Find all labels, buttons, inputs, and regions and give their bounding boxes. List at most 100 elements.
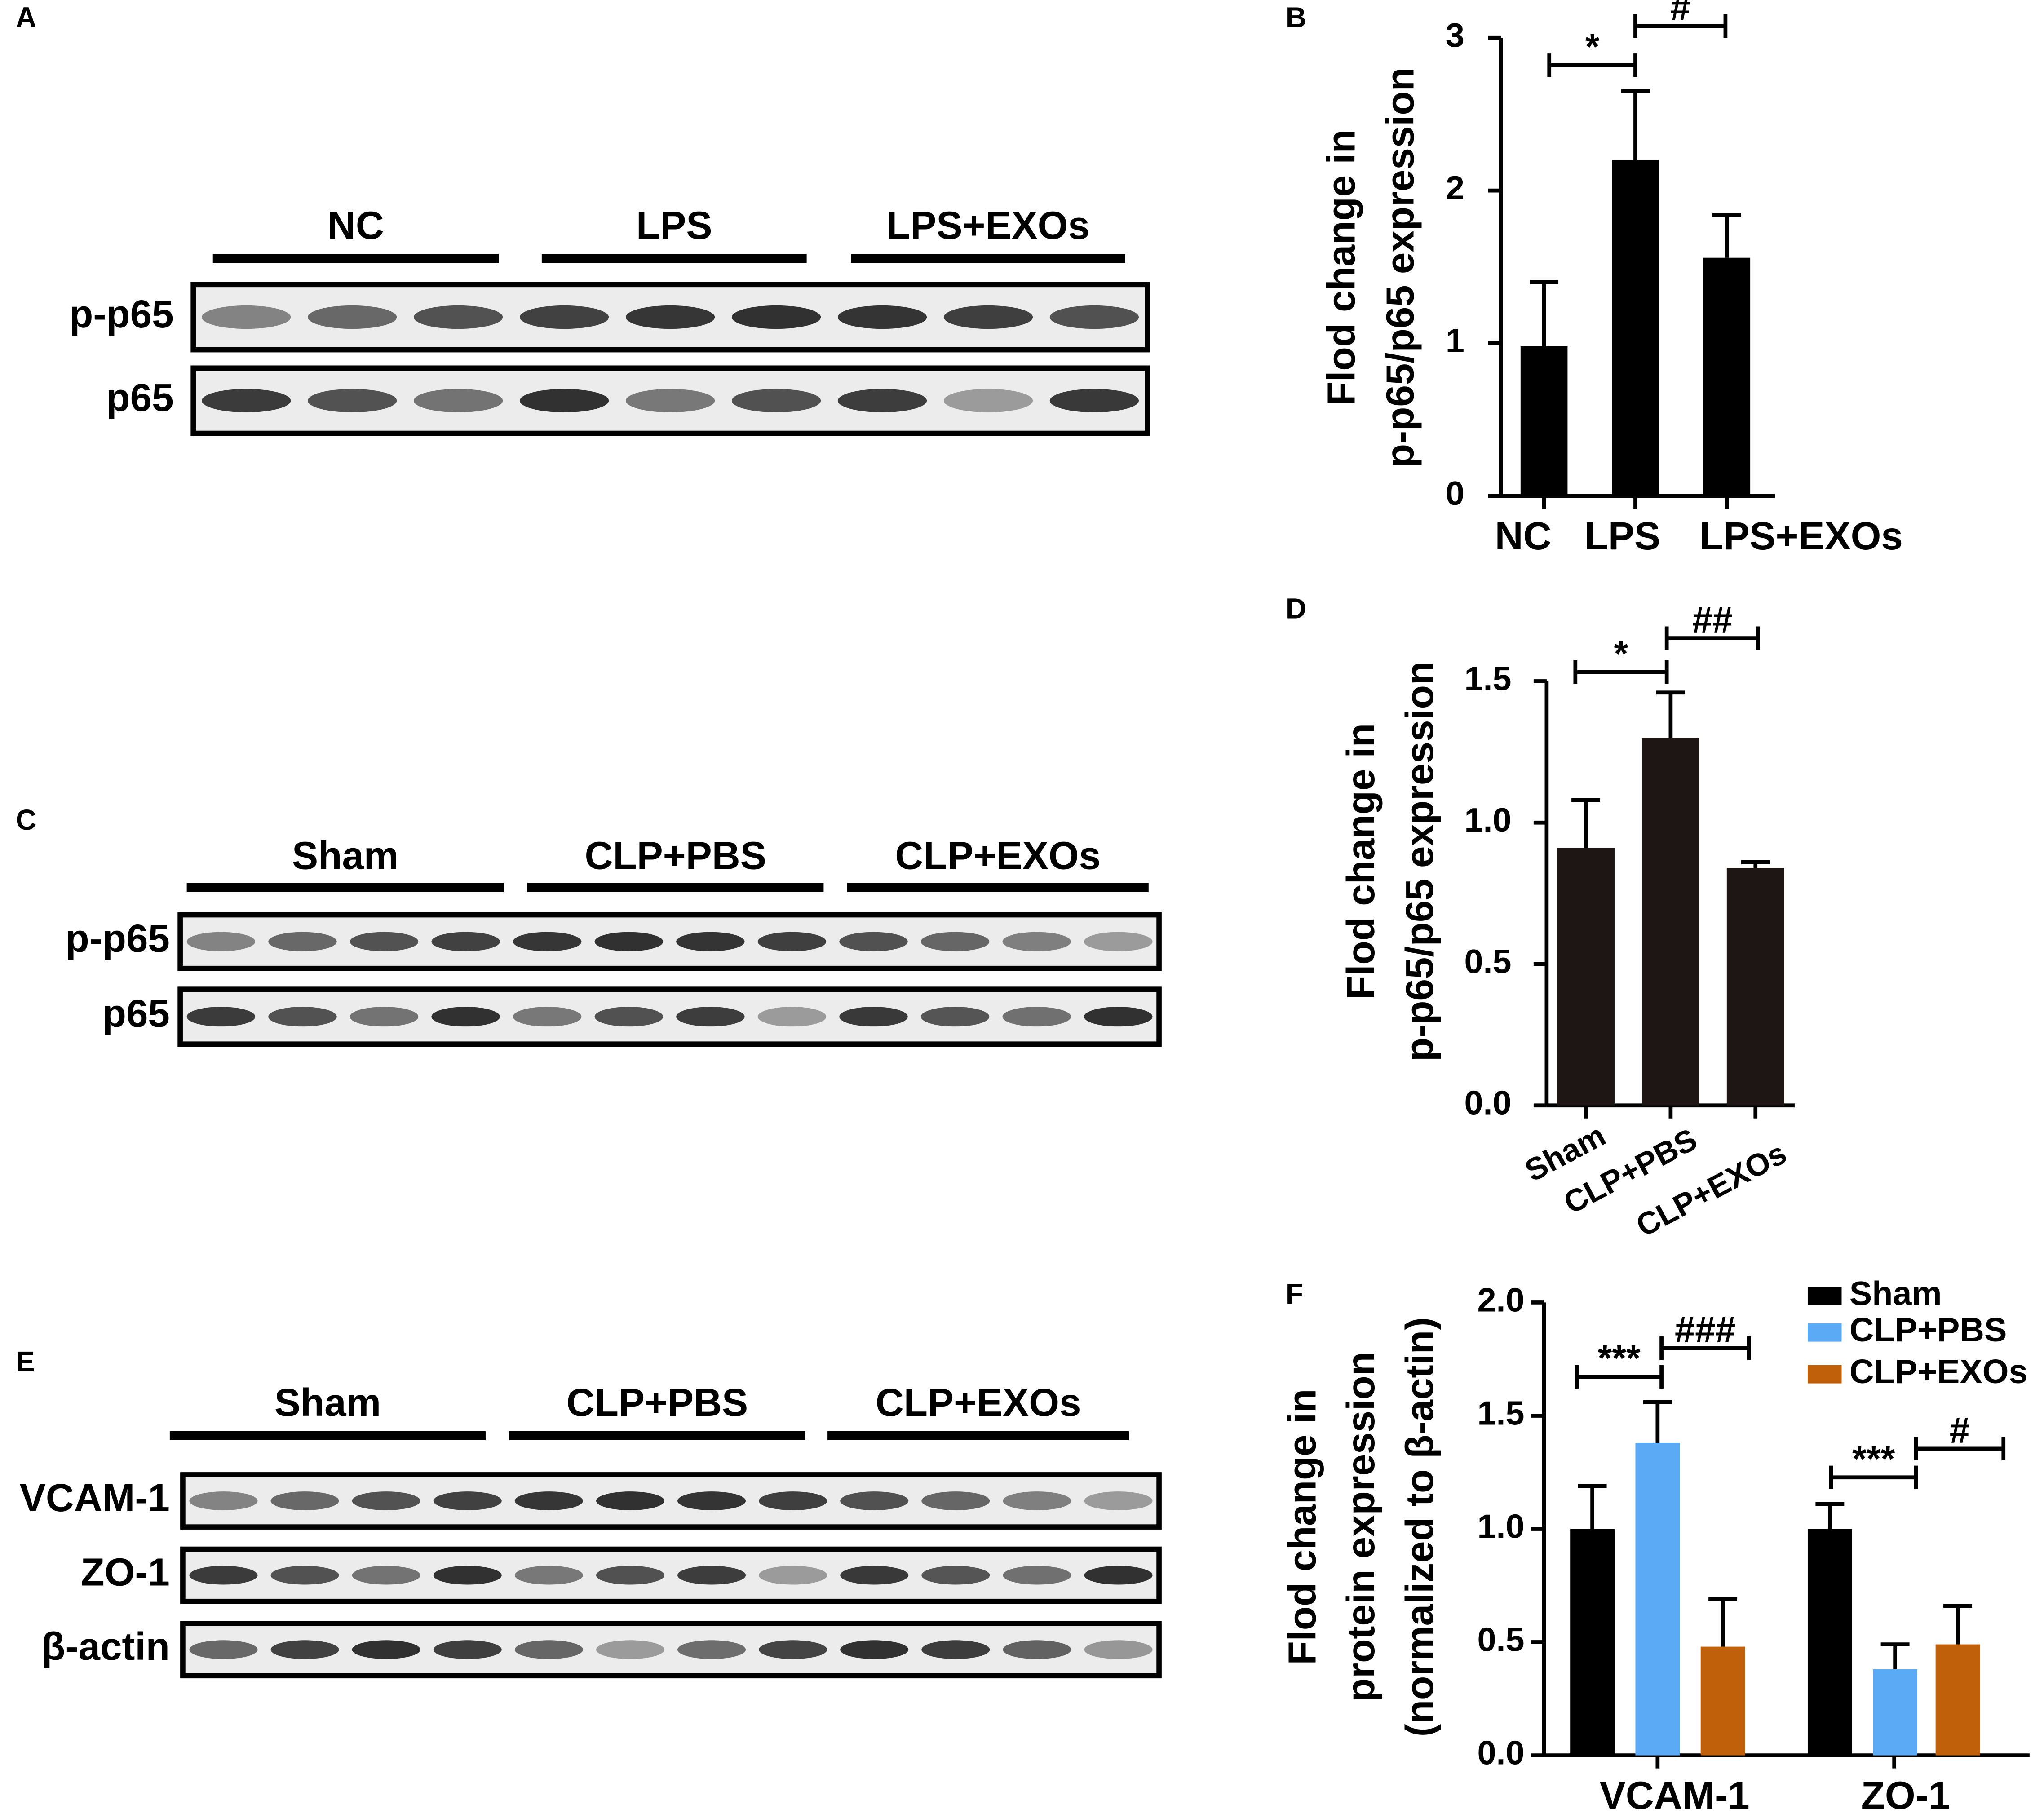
blot-band (1002, 1007, 1071, 1027)
significance-label: *** (1598, 1338, 1641, 1379)
y-axis-label: (normalized to β-actin) (1398, 1317, 1442, 1737)
blot-band (920, 1007, 990, 1027)
blot-band (943, 389, 1033, 413)
bar (1935, 1644, 1980, 1756)
legend-swatch (1807, 1365, 1842, 1384)
blot-strip (177, 912, 1162, 971)
y-tick-label: 0.0 (1478, 1734, 1525, 1772)
blot-band (189, 1640, 258, 1659)
blot-band (268, 1007, 337, 1027)
significance-bracket (1633, 14, 1728, 38)
blot-band (840, 1566, 909, 1585)
blot-band (514, 1491, 583, 1510)
blot-band (921, 1491, 990, 1510)
x-tick-label: ZO-1 (1861, 1774, 1951, 1817)
blot-band (1003, 1491, 1071, 1510)
x-tick-label: VCAM-1 (1600, 1774, 1750, 1817)
blot-band (1084, 932, 1153, 951)
error-bar (1656, 690, 1685, 738)
significance-label: # (1670, 0, 1690, 28)
blot-band (270, 1491, 339, 1510)
blot-band (920, 932, 990, 951)
blot-strip (177, 986, 1162, 1047)
blot-band (839, 932, 908, 951)
significance-bracket (1914, 1437, 2006, 1460)
blot-band (676, 1007, 745, 1027)
significance-bracket (1547, 53, 1637, 77)
y-tick-label: 0.5 (1464, 943, 1511, 981)
blot-band (202, 389, 291, 413)
blot-band (840, 1491, 909, 1510)
legend-swatch (1807, 1323, 1842, 1342)
group-label: CLP+EXOs (876, 1381, 1081, 1424)
blot-band (943, 305, 1033, 329)
blot-band (270, 1640, 339, 1659)
blot-band (1049, 389, 1139, 413)
x-tick-label: LPS+EXOs (1699, 514, 1903, 558)
error-bar (1712, 213, 1741, 258)
blot-band (431, 1007, 500, 1027)
blot-band (1003, 1640, 1071, 1659)
group-label: NC (327, 203, 384, 247)
blot-band (202, 305, 291, 329)
group-label: CLP+EXOs (895, 834, 1101, 878)
y-axis-label: Flod change in (1339, 723, 1383, 1000)
row-label: p65 (102, 992, 170, 1035)
panel-letter: C (16, 804, 36, 836)
y-tick-label: 1.5 (1464, 660, 1511, 698)
blot-band (413, 305, 503, 329)
blot-band (837, 389, 927, 413)
bar (1873, 1669, 1917, 1756)
blot-band (839, 1007, 908, 1027)
y-axis-label: p-p65/p65 expression (1398, 661, 1442, 1062)
significance-label: * (1614, 633, 1628, 674)
legend-label: CLP+EXOs (1849, 1353, 2028, 1391)
blot-band (921, 1566, 990, 1585)
blot-band (596, 1491, 665, 1510)
blot-band (514, 1566, 583, 1585)
group-label: Sham (274, 1381, 381, 1424)
blot-band (1084, 1566, 1153, 1585)
row-label: p65 (106, 376, 173, 420)
blot-band (837, 305, 927, 329)
blot-band (189, 1491, 258, 1510)
error-bar (1578, 1484, 1607, 1529)
bar (1635, 1442, 1680, 1756)
significance-label: * (1585, 27, 1600, 67)
panel-letter: E (16, 1345, 35, 1378)
blot-band (594, 1007, 664, 1027)
blot-band (1003, 1566, 1071, 1585)
significance-label: ## (1692, 599, 1733, 640)
blot-band (189, 1566, 258, 1585)
blot-band (514, 1640, 583, 1659)
blot-band (731, 389, 821, 413)
group-label: CLP+PBS (566, 1381, 748, 1424)
blot-band (731, 305, 821, 329)
x-tick-label: NC (1495, 514, 1552, 558)
blot-band (433, 1640, 502, 1659)
group-label: Sham (292, 834, 398, 878)
blot-band (677, 1491, 746, 1510)
blot-band (519, 389, 609, 413)
legend-swatch (1807, 1287, 1842, 1305)
blot-strip (180, 1546, 1162, 1604)
y-axis-label: Flod change in (1280, 1389, 1324, 1665)
blot-band (308, 305, 397, 329)
y-tick-label: 0.0 (1464, 1084, 1511, 1122)
significance-bracket (1575, 1365, 1664, 1389)
row-label: p-p65 (65, 917, 169, 960)
blot-band (186, 1007, 256, 1027)
panel-letter: A (16, 1, 36, 33)
bar (1703, 257, 1751, 496)
blot-band (677, 1640, 746, 1659)
significance-label: ### (1675, 1309, 1736, 1350)
blot-band (757, 932, 827, 951)
blot-band (519, 305, 609, 329)
blot-band (677, 1566, 746, 1585)
blot-band (513, 1007, 582, 1027)
blot-band (596, 1566, 665, 1585)
error-bar (1815, 1502, 1845, 1529)
y-tick-label: 2.0 (1478, 1281, 1525, 1319)
row-label: ZO-1 (80, 1551, 169, 1594)
